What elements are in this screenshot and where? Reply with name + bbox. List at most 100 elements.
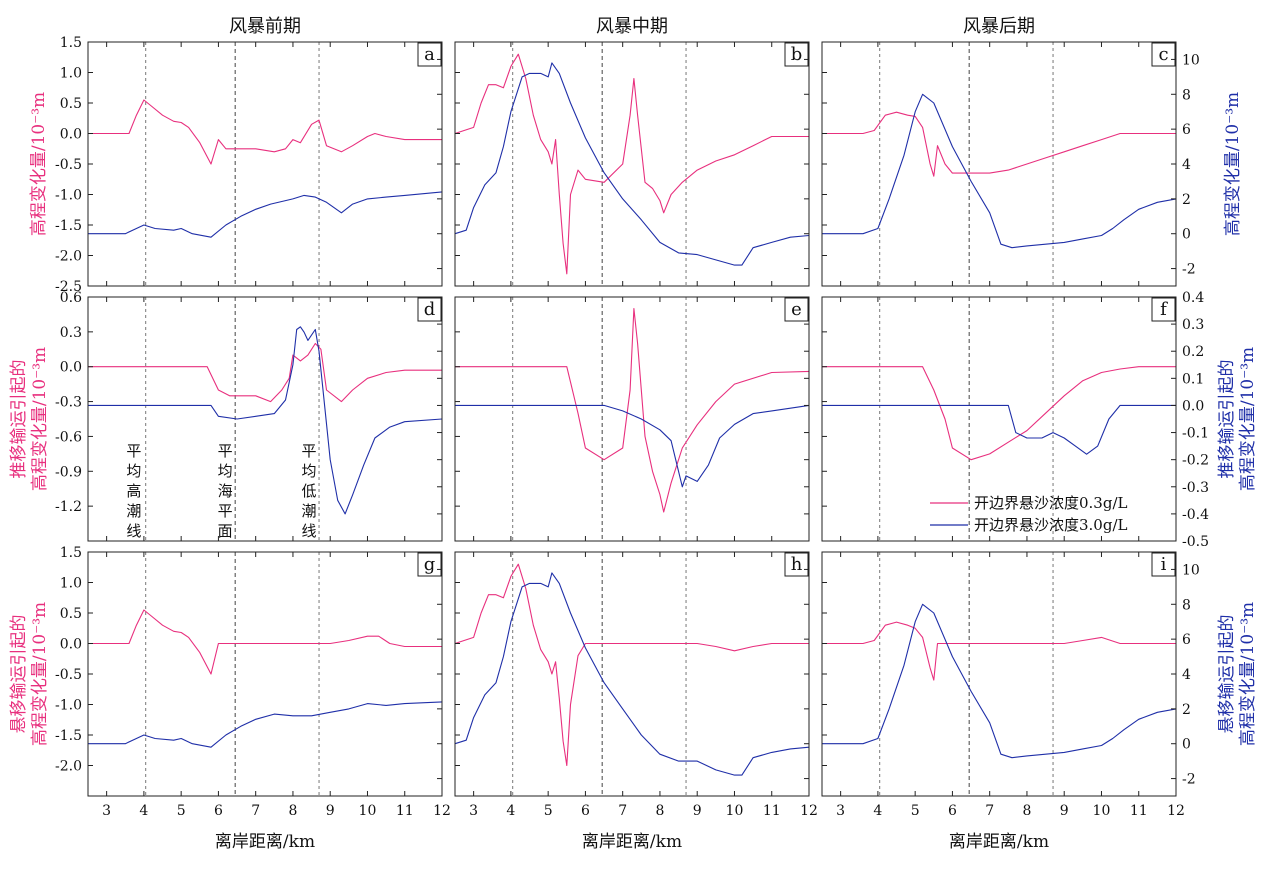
y-tick-label-left: -1.5	[55, 728, 82, 744]
left-y-axis-label: 高程变化量/10⁻³m	[30, 347, 50, 491]
panel-frame-d	[87, 296, 443, 542]
series-line-c-2	[822, 93, 1177, 249]
left-y-axis-label: 推移输运引起的	[9, 360, 29, 479]
x-tick-label: 4	[873, 803, 882, 819]
panel-frame-c	[821, 41, 1177, 287]
column-title: 风暴中期	[596, 16, 668, 37]
x-tick-label: 9	[326, 803, 335, 819]
x-tick-label: 8	[1022, 803, 1031, 819]
y-tick-label-right: 2	[1182, 702, 1191, 718]
series-line-h-1	[454, 563, 809, 767]
y-tick-label-left: 0.5	[60, 606, 82, 622]
y-tick-label-right: 6	[1182, 122, 1191, 138]
x-tick-label: 9	[1060, 803, 1069, 819]
y-tick-label-left: -1.0	[55, 188, 82, 204]
y-tick-label-right: 10	[1182, 52, 1200, 68]
panel-label-i: i	[1161, 554, 1167, 575]
y-tick-label-left: -0.5	[55, 157, 82, 173]
panel-frame-f	[821, 296, 1177, 542]
series-line-g-2	[88, 701, 443, 748]
series-line-a-1	[88, 99, 442, 165]
left-y-axis-label: 高程变化量/10⁻³m	[29, 92, 49, 236]
panel-label-box-d	[417, 297, 442, 322]
panel-label-box-g	[417, 552, 442, 577]
y-tick-label-left: -1.2	[55, 499, 82, 515]
panel-label-box-c	[1151, 42, 1176, 67]
right-y-axis-label: 高程变化量/10⁻³m	[1238, 602, 1258, 746]
y-tick-label-left: -2.0	[55, 249, 82, 265]
x-tick-label: 6	[581, 803, 590, 819]
annotation-2: 平均海平面	[218, 442, 233, 540]
panel-label-d: d	[424, 299, 436, 320]
x-tick-label: 5	[177, 803, 186, 819]
y-tick-label-left: 0.0	[60, 127, 82, 143]
x-tick-label: 3	[102, 803, 111, 819]
y-tick-label-left: -0.9	[55, 464, 82, 480]
y-tick-label-right: -2	[1182, 772, 1196, 788]
series-line-d-1	[88, 342, 442, 403]
x-tick-label: 7	[985, 803, 994, 819]
y-tick-label-left: -0.3	[55, 395, 82, 411]
x-tick-label: 6	[948, 803, 957, 819]
y-tick-label-right: 6	[1182, 632, 1191, 648]
series-line-i-2	[822, 603, 1177, 759]
panel-frame-h	[454, 551, 810, 797]
x-tick-label: 4	[139, 803, 148, 819]
panel-frame-i	[821, 551, 1177, 797]
panel-label-b: b	[791, 44, 803, 65]
y-tick-label-left: -0.5	[55, 667, 82, 683]
y-tick-label-right: 0.1	[1182, 371, 1204, 387]
series-lines	[88, 53, 1177, 776]
series-line-c-1	[822, 111, 1176, 177]
y-tick-label-left: 1.5	[60, 545, 82, 561]
panel-label-box-e	[784, 297, 809, 322]
y-tick-label-right: 0.0	[1182, 398, 1204, 414]
y-tick-label-left: 1.0	[60, 66, 82, 82]
x-axis-label: 离岸距离/km	[582, 832, 682, 852]
panel-label-a: a	[424, 44, 435, 65]
y-tick-label-left: 0.0	[60, 637, 82, 653]
y-tick-label-right: -2	[1182, 262, 1196, 278]
series-line-g-1	[88, 609, 442, 675]
right-y-axis-label: 高程变化量/10⁻³m	[1238, 347, 1258, 491]
x-tick-label: 12	[433, 803, 451, 819]
x-tick-label: 10	[1093, 803, 1111, 819]
panel-frame-g	[87, 551, 443, 797]
y-tick-label-right: -0.1	[1182, 426, 1209, 442]
x-tick-label: 8	[655, 803, 664, 819]
y-tick-label-left: -2.0	[55, 759, 82, 775]
panel-label-e: e	[791, 299, 802, 320]
panel-frames	[87, 41, 1177, 797]
panel-label-g: g	[424, 554, 436, 575]
series-line-f-1	[822, 366, 1176, 461]
right-y-axis-label: 悬移输运引起的	[1217, 615, 1237, 734]
y-tick-label-right: 0.2	[1182, 344, 1204, 360]
y-tick-label-left: 0.3	[60, 325, 82, 341]
y-tick-label-left: -1.5	[55, 218, 82, 234]
x-tick-label: 10	[359, 803, 377, 819]
x-tick-label: 5	[544, 803, 553, 819]
panel-label-h: h	[791, 554, 803, 575]
x-tick-label: 6	[214, 803, 223, 819]
x-tick-label: 7	[618, 803, 627, 819]
right-y-axis-label: 高程变化量/10⁻³m	[1223, 92, 1243, 236]
y-tick-label-right: 8	[1182, 597, 1191, 613]
panel-label-box-f	[1151, 297, 1176, 322]
x-axis-label: 离岸距离/km	[215, 832, 315, 852]
legend-entry-1: 开边界悬沙浓度0.3g/L	[974, 494, 1128, 512]
y-tick-label-right: -0.3	[1182, 480, 1209, 496]
x-tick-label: 3	[469, 803, 478, 819]
panel-frame-a	[87, 41, 443, 287]
y-tick-label-right: 0.4	[1182, 290, 1204, 306]
x-tick-label: 12	[800, 803, 818, 819]
series-line-b-1	[454, 53, 809, 275]
y-tick-label-right: 4	[1182, 667, 1191, 683]
x-tick-label: 11	[763, 803, 781, 819]
y-tick-label-left: 0.6	[60, 290, 82, 306]
panel-label-f: f	[1160, 299, 1168, 320]
y-tick-label-right: 0	[1182, 737, 1191, 753]
left-y-axis-label: 高程变化量/10⁻³m	[30, 602, 50, 746]
y-tick-label-right: 4	[1182, 157, 1191, 173]
x-tick-label: 11	[1130, 803, 1148, 819]
